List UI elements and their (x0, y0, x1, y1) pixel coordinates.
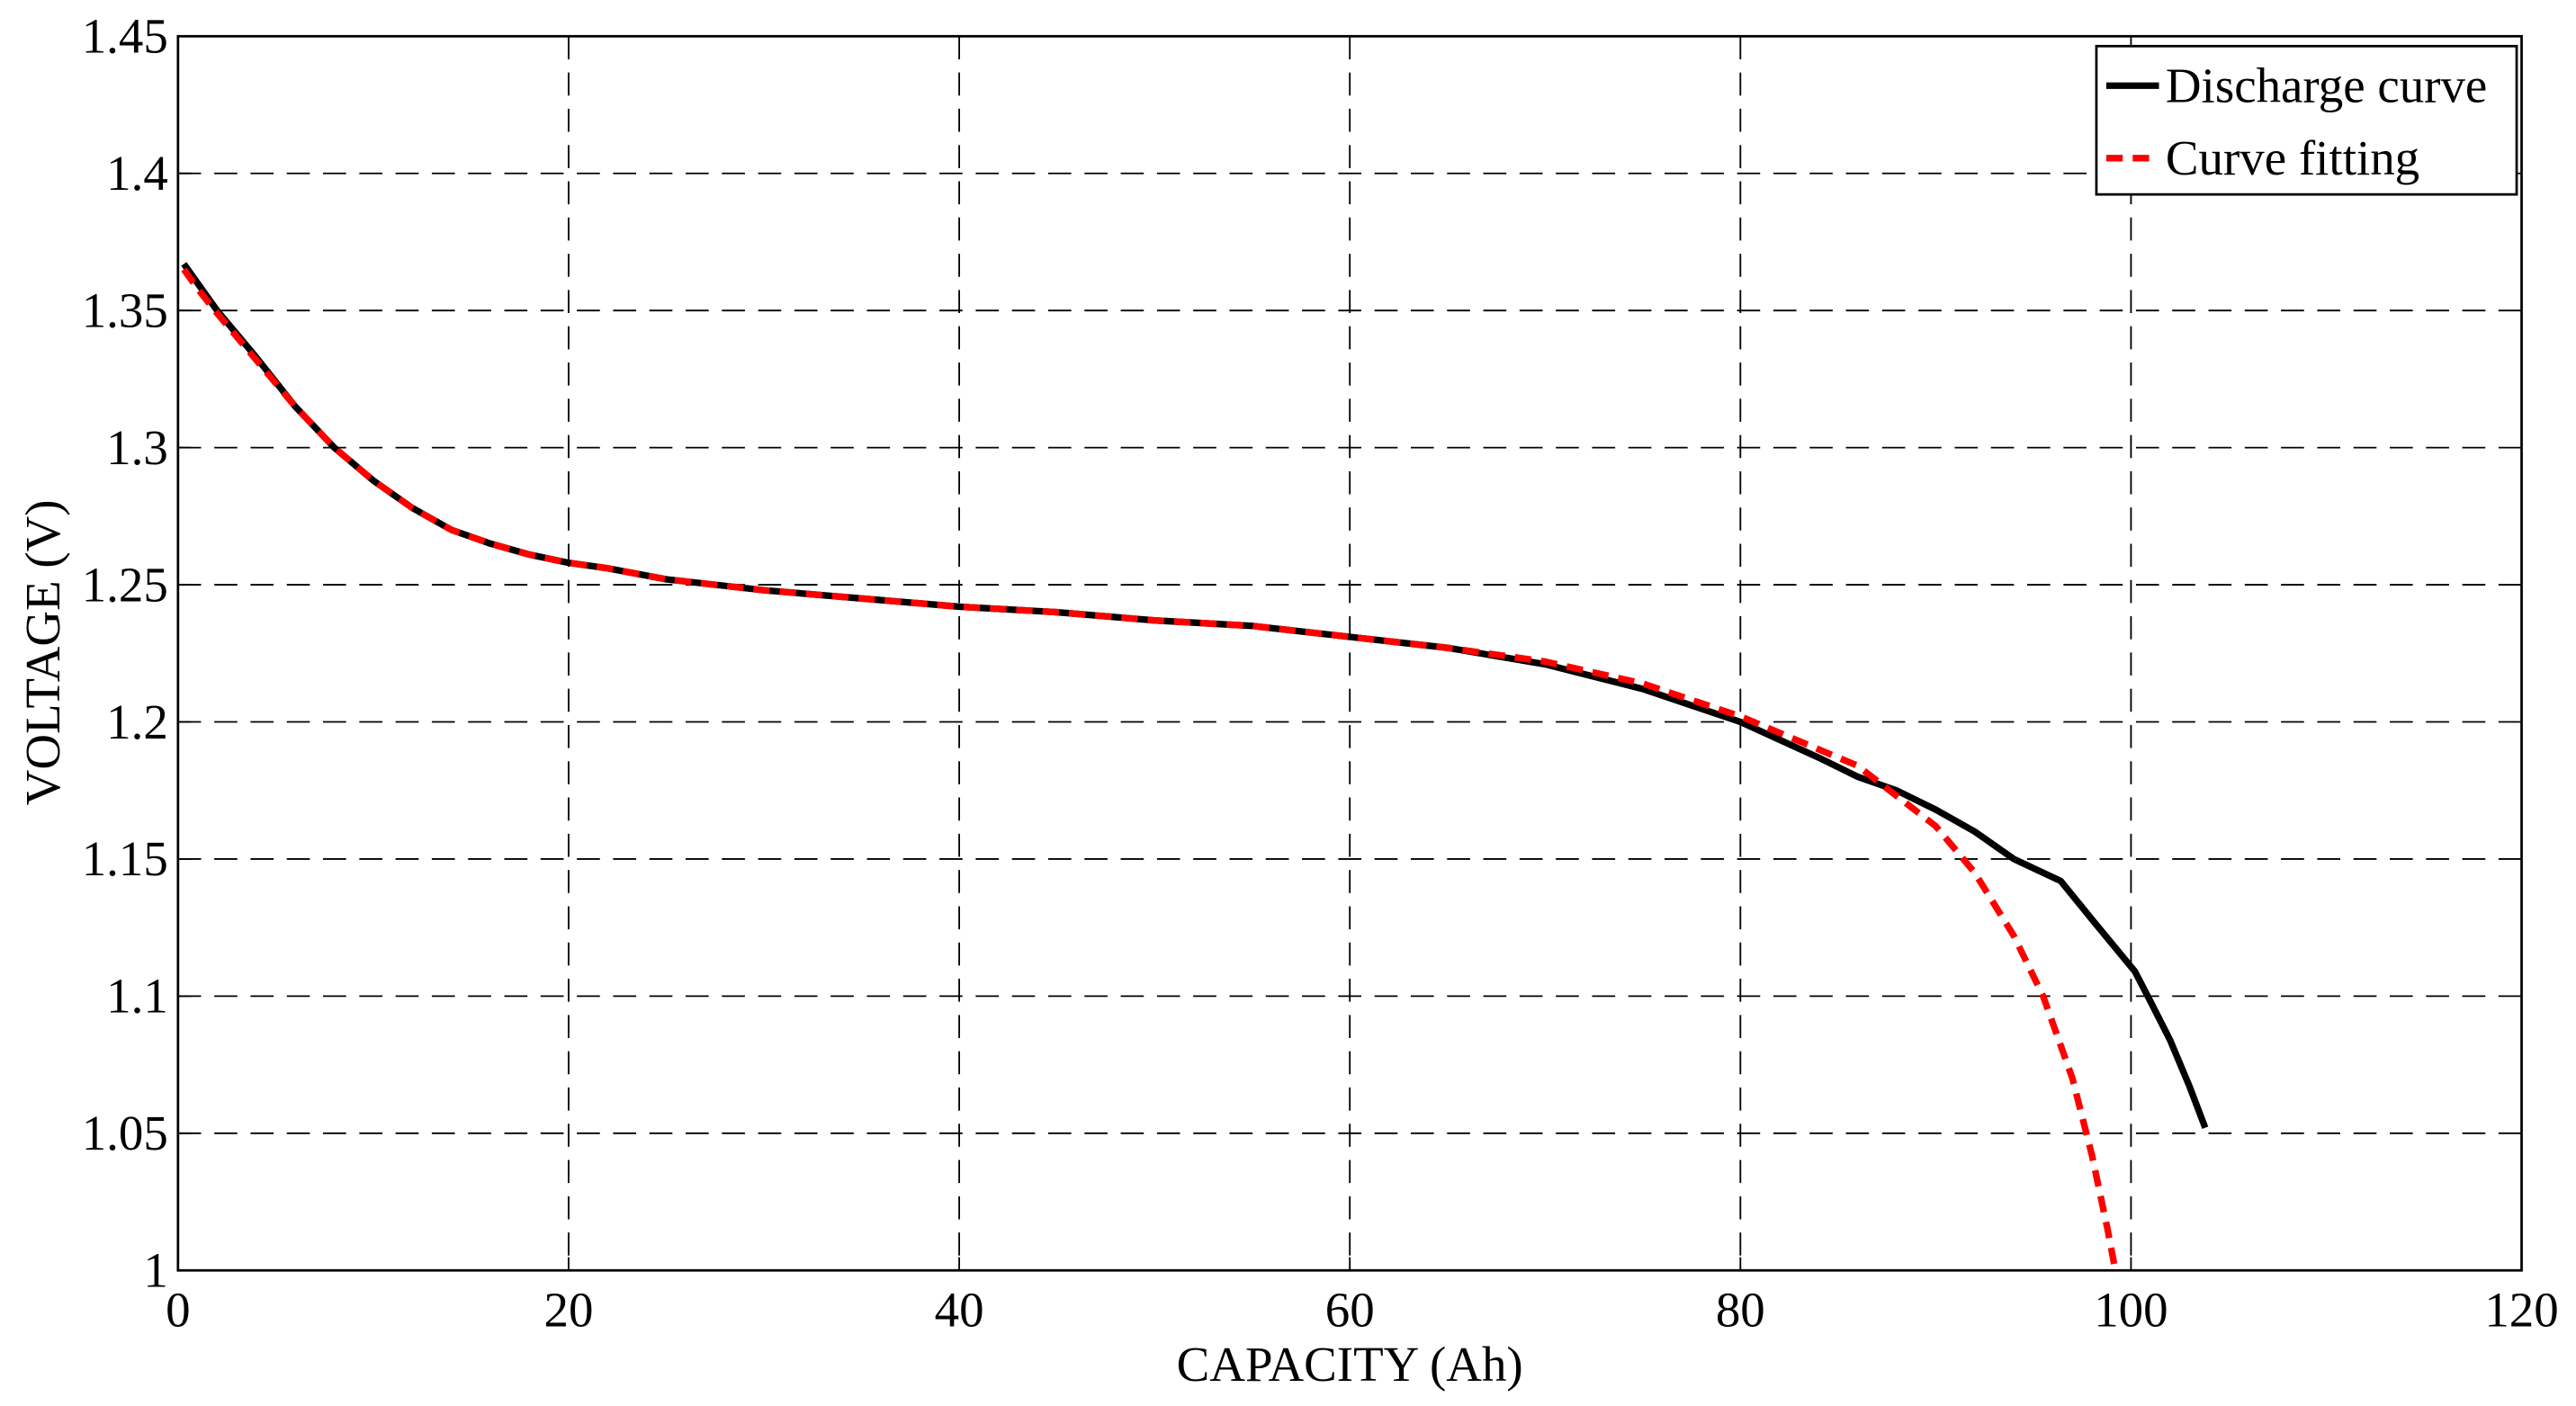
legend-box (2095, 44, 2518, 196)
x-axis-label: CAPACITY (Ah) (1177, 1337, 1523, 1392)
x-tick-label: 100 (2094, 1283, 2168, 1338)
x-tick-label: 80 (1716, 1283, 1765, 1338)
x-tick-label: 20 (543, 1283, 593, 1338)
x-tick-label: 60 (1325, 1283, 1375, 1338)
x-tick-label: 40 (935, 1283, 984, 1338)
y-axis-label: VOLTAGE (V) (15, 499, 70, 805)
y-tick-label: 1.35 (82, 282, 168, 337)
y-tick-label: 1.2 (106, 694, 168, 749)
y-tick-label: 1.3 (106, 420, 168, 475)
y-tick-label: 1.15 (82, 831, 168, 886)
x-tick-label: 120 (2484, 1283, 2558, 1338)
y-tick-label: 1.45 (82, 9, 168, 64)
y-tick-label: 1.25 (82, 557, 168, 612)
x-tick-label: 0 (166, 1283, 190, 1338)
data-line (181, 267, 2119, 1271)
y-tick-label: 1 (143, 1243, 167, 1298)
y-tick-label: 1.4 (106, 146, 168, 201)
y-tick-label: 1.1 (106, 969, 168, 1024)
y-tick-label: 1.05 (82, 1106, 168, 1160)
plot-frame (176, 34, 2523, 1272)
legend-label: Discharge curve (2166, 58, 2487, 113)
legend-label: Curve fitting (2166, 130, 2419, 185)
